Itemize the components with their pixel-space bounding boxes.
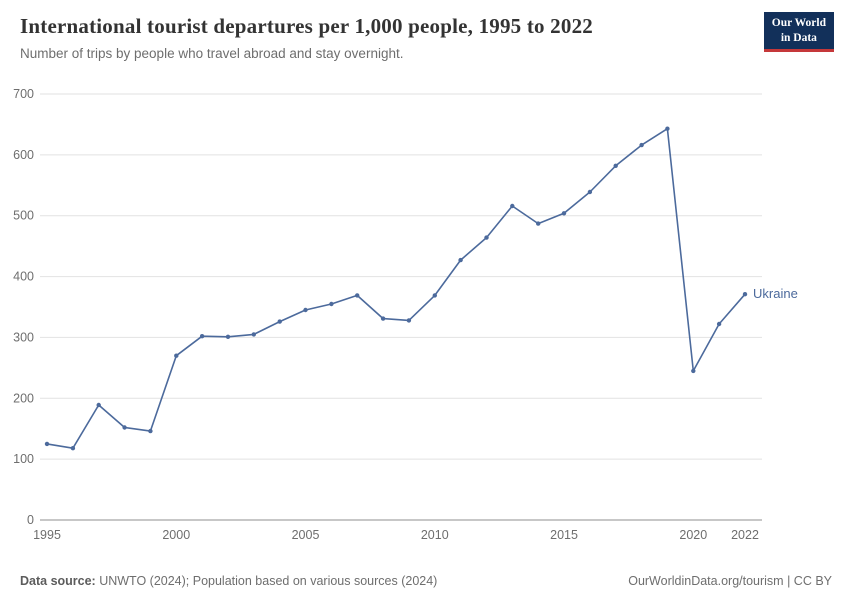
data-point xyxy=(303,307,308,313)
data-point xyxy=(277,319,282,324)
data-point xyxy=(199,334,205,339)
owid-url-link[interactable]: OurWorldinData.org/tourism | CC BY xyxy=(628,574,832,588)
page-title: International tourist departures per 1,0… xyxy=(20,14,593,38)
x-tick-label: 1995 xyxy=(33,528,61,542)
data-point xyxy=(44,441,50,447)
data-point xyxy=(587,189,593,195)
y-tick-label: 700 xyxy=(13,87,34,101)
y-tick-label: 600 xyxy=(13,148,34,162)
series-line xyxy=(46,127,746,449)
data-point xyxy=(380,316,386,321)
data-point xyxy=(691,368,696,374)
chart-canvas: 0 100 200 300 400 500 600 700 1995 2000 2005 2010 20… xyxy=(13,87,798,542)
x-tick-label: 2015 xyxy=(550,528,578,542)
data-point xyxy=(329,301,334,307)
data-point xyxy=(251,332,256,337)
data-point xyxy=(122,425,127,430)
data-point xyxy=(613,163,618,168)
chart-footer: Data source: UNWTO (2024); Population ba… xyxy=(20,574,832,588)
y-tick-label: 400 xyxy=(13,270,34,284)
data-point xyxy=(406,318,412,323)
y-tick-label: 300 xyxy=(13,330,34,344)
data-point xyxy=(458,257,463,263)
data-point xyxy=(665,126,670,131)
chart-subtitle: Number of trips by people who travel abr… xyxy=(20,46,404,61)
series-end-label: Ukraine xyxy=(753,286,798,301)
data-source: Data source: UNWTO (2024); Population ba… xyxy=(20,574,437,588)
x-tick-label: 2000 xyxy=(162,528,190,542)
data-source-text: UNWTO (2024); Population based on variou… xyxy=(95,574,438,588)
data-point xyxy=(70,446,76,451)
x-tick-label: 2005 xyxy=(292,528,320,542)
chart-header: International tourist departures per 1,0… xyxy=(0,0,850,61)
y-tick-label: 500 xyxy=(13,209,34,223)
data-source-label: Data source: xyxy=(20,574,96,588)
data-point xyxy=(742,292,748,297)
x-tick-label: 2010 xyxy=(421,528,449,542)
x-tick-label: 2022 xyxy=(731,528,759,542)
data-point xyxy=(716,321,722,327)
data-point xyxy=(639,142,644,148)
data-point xyxy=(148,428,153,434)
y-tick-label: 200 xyxy=(13,391,34,405)
x-tick-label: 2020 xyxy=(679,528,707,542)
y-tick-label: 100 xyxy=(13,452,34,466)
data-point xyxy=(432,293,437,298)
data-point xyxy=(510,203,515,209)
data-point xyxy=(536,221,541,226)
data-point xyxy=(355,293,360,298)
data-point xyxy=(96,402,101,408)
line-chart: 0 100 200 300 400 500 600 700 1995 2000 2005 2010 20… xyxy=(0,78,850,550)
data-point xyxy=(561,211,567,216)
owid-logo-line2: in Data xyxy=(780,31,817,44)
owid-logo-line1: Our World xyxy=(771,17,826,29)
data-point xyxy=(484,235,489,240)
y-tick-label: 0 xyxy=(27,513,34,527)
owid-logo[interactable]: Our World in Data xyxy=(763,12,834,52)
data-point xyxy=(174,353,179,358)
data-point xyxy=(225,334,231,339)
